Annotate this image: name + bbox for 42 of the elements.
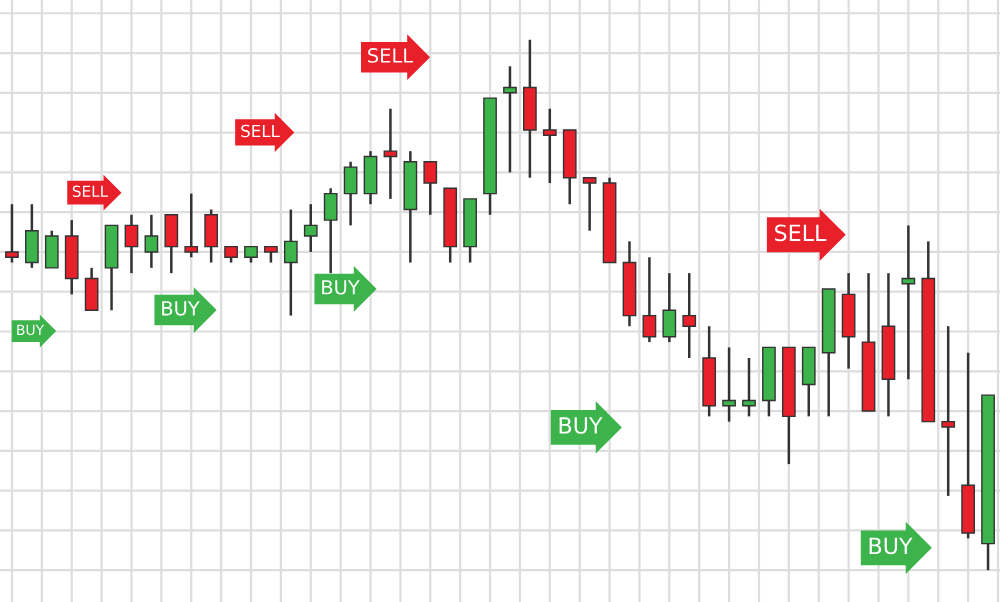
annotation: BUY [322, 280, 360, 295]
candlestick [25, 202, 39, 270]
candlestick [303, 202, 318, 254]
candlestick [542, 107, 557, 185]
candlestick [523, 38, 537, 179]
candlestick [941, 324, 956, 498]
candlestick [164, 213, 179, 275]
candlestick [144, 213, 159, 270]
candlestick [463, 197, 477, 264]
annotation: BUY [559, 417, 603, 434]
candlestick [423, 160, 438, 217]
candlestick [562, 128, 577, 206]
candlestick [841, 271, 856, 370]
candlestick [104, 224, 119, 312]
candlestick [5, 202, 19, 264]
candlestick [722, 346, 736, 423]
candlestick [64, 218, 79, 296]
candlestick [642, 255, 657, 344]
candlestick [503, 65, 517, 174]
annotation: SELL [368, 48, 414, 63]
candlestick [682, 271, 697, 360]
candlestick [124, 213, 139, 275]
annotation: BUY [869, 537, 913, 555]
candlestick [383, 107, 398, 201]
candlestick [702, 324, 717, 418]
candlestick [184, 192, 199, 259]
annotation: SELL [775, 224, 827, 242]
candlestick [204, 208, 219, 264]
candlestick [44, 229, 59, 270]
candlestick [283, 208, 298, 317]
candlestick [84, 266, 99, 312]
candlestick [662, 271, 677, 344]
annotation: SELL [241, 124, 280, 138]
candlestick [742, 356, 756, 418]
candlestick [403, 149, 418, 264]
candlestick [343, 160, 358, 227]
candlestick [582, 176, 597, 232]
annotation: BUY [162, 301, 200, 316]
candlestick [363, 149, 378, 206]
candlestick [801, 346, 816, 418]
candlestick [901, 224, 916, 381]
candlestick [961, 351, 975, 540]
